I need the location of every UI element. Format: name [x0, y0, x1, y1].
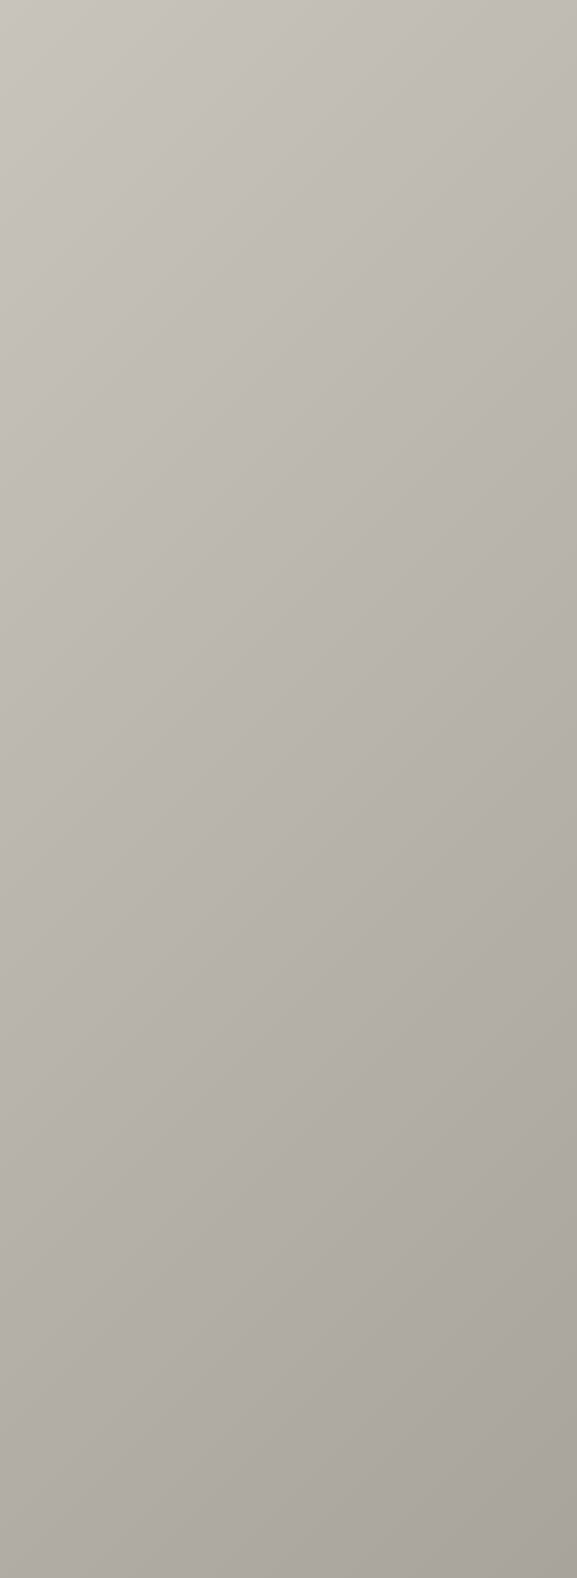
rotated-page: 3. ∠ADB ≅ ∠___ Complete the Missing Part…	[0, 1001, 577, 1578]
